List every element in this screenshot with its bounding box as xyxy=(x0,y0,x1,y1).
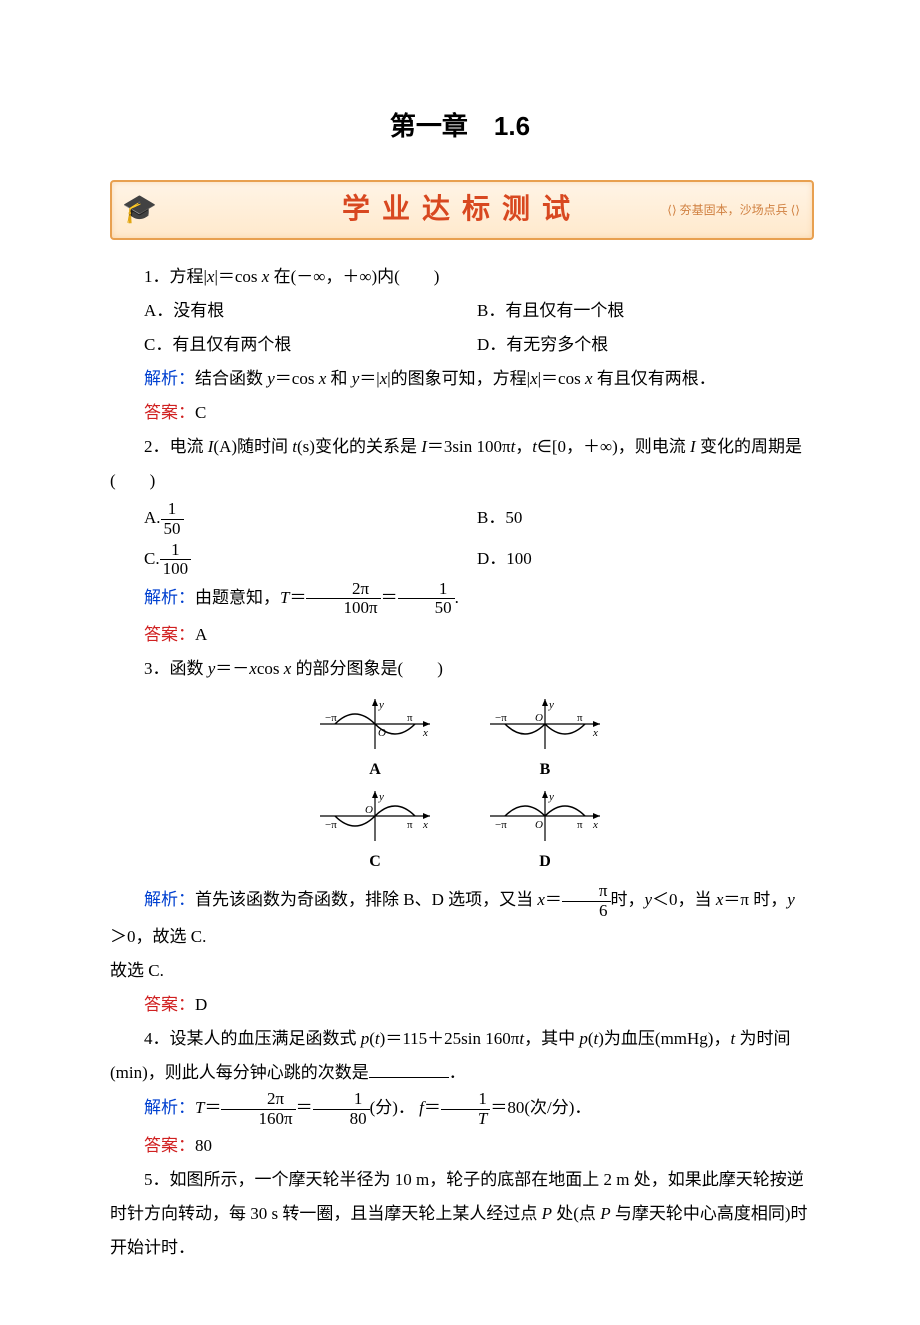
svg-text:O: O xyxy=(365,804,373,816)
svg-text:y: y xyxy=(548,699,554,711)
q3-fig-D: y x O −π π D xyxy=(480,786,610,878)
solution-label: 解析： xyxy=(144,1098,195,1117)
banner-left-icon: 🎓 xyxy=(122,182,157,238)
banner-title: 学业达标测试 xyxy=(342,182,582,238)
q2-solution: 解析：由题意知，T＝2π100π＝150. xyxy=(110,580,810,618)
blank-fill xyxy=(369,1060,449,1078)
q3-fig-B: y x O −π π B xyxy=(480,694,610,786)
q3-stem: 3．函数 y＝－xcos x 的部分图象是( ) xyxy=(110,652,810,686)
q3-solution: 解析：首先该函数为奇函数，排除 B、D 选项，又当 x＝π6时，y＜0，当 x＝… xyxy=(110,882,810,954)
q2-stem: 2．电流 I(A)随时间 t(s)变化的关系是 I＝3sin 100πt，t∈[… xyxy=(110,430,810,498)
answer-label: 答案： xyxy=(144,403,195,422)
solution-label: 解析： xyxy=(144,588,195,607)
svg-text:y: y xyxy=(548,791,554,803)
q3-figures: y x O −π π A y x O −π xyxy=(110,694,810,878)
q2-optB: B．50 xyxy=(477,498,810,539)
answer-label: 答案： xyxy=(144,995,195,1014)
svg-text:x: x xyxy=(592,819,598,831)
q4-answer: 答案：80 xyxy=(110,1129,810,1163)
q5-stem: 5．如图所示，一个摩天轮半径为 10 m，轮子的底部在地面上 2 m 处，如果此… xyxy=(110,1163,810,1265)
svg-text:O: O xyxy=(378,727,386,739)
solution-label: 解析： xyxy=(144,369,195,388)
q1-solution: 解析：结合函数 y＝cos x 和 y＝|x|的图象可知，方程|x|＝cos x… xyxy=(110,362,810,396)
q1-answer: 答案：C xyxy=(110,396,810,430)
q2-options-1: A.150 B．50 xyxy=(144,498,810,539)
svg-text:π: π xyxy=(407,819,413,831)
page-title: 第一章 1.6 xyxy=(110,100,810,152)
q3-number: 3． xyxy=(144,659,170,678)
q4-number: 4． xyxy=(144,1029,170,1048)
svg-text:−π: −π xyxy=(495,712,507,724)
svg-text:y: y xyxy=(378,791,384,803)
q4-stem: 4．设某人的血压满足函数式 p(t)＝115＋25sin 160πt，其中 p(… xyxy=(110,1022,810,1090)
q2-answer: 答案：A xyxy=(110,618,810,652)
q1-optB: B．有且仅有一个根 xyxy=(477,294,810,328)
svg-text:π: π xyxy=(577,712,583,724)
svg-text:y: y xyxy=(378,699,384,711)
q1-options-2: C．有且仅有两个根 D．有无穷多个根 xyxy=(144,328,810,362)
page: 第一章 1.6 🎓 学业达标测试 ⟨⟩ 夯基固本，沙场点兵 ⟨⟩ 1．方程|x|… xyxy=(0,0,920,1325)
q3-solution-line2: 故选 C. xyxy=(110,954,810,988)
svg-text:O: O xyxy=(535,712,543,724)
svg-text:x: x xyxy=(592,727,598,739)
q2-options-2: C.1100 D．100 xyxy=(144,539,810,580)
q4-solution: 解析：T＝2π160π＝180(分)． f＝1T＝80(次/分)． xyxy=(110,1090,810,1128)
answer-label: 答案： xyxy=(144,1136,195,1155)
q1-optA: A．没有根 xyxy=(144,294,477,328)
answer-label: 答案： xyxy=(144,625,195,644)
q1-optD: D．有无穷多个根 xyxy=(477,328,810,362)
svg-text:−π: −π xyxy=(495,819,507,831)
q2-optC: C.1100 xyxy=(144,539,477,580)
q3-answer: 答案：D xyxy=(110,988,810,1022)
q3-fig-C: y x O −π π C xyxy=(310,786,440,878)
q1-stem: 1．方程|x|＝cos x 在(－∞，＋∞)内( ) xyxy=(110,260,810,294)
q1-options: A．没有根 B．有且仅有一个根 xyxy=(144,294,810,328)
svg-text:−π: −π xyxy=(325,819,337,831)
q2-optA: A.150 xyxy=(144,498,477,539)
svg-text:π: π xyxy=(577,819,583,831)
q5-number: 5． xyxy=(144,1170,170,1189)
svg-text:π: π xyxy=(407,712,413,724)
svg-text:x: x xyxy=(422,727,428,739)
solution-label: 解析： xyxy=(144,890,195,909)
q1-number: 1． xyxy=(144,267,170,286)
banner-subtitle: ⟨⟩ 夯基固本，沙场点兵 ⟨⟩ xyxy=(667,198,800,222)
svg-text:O: O xyxy=(535,819,543,831)
svg-text:x: x xyxy=(422,819,428,831)
q3-fig-A: y x O −π π A xyxy=(310,694,440,786)
svg-text:−π: −π xyxy=(325,712,337,724)
banner: 🎓 学业达标测试 ⟨⟩ 夯基固本，沙场点兵 ⟨⟩ xyxy=(110,180,814,240)
q2-number: 2． xyxy=(144,437,170,456)
q2-optD: D．100 xyxy=(477,539,810,580)
q1-optC: C．有且仅有两个根 xyxy=(144,328,477,362)
